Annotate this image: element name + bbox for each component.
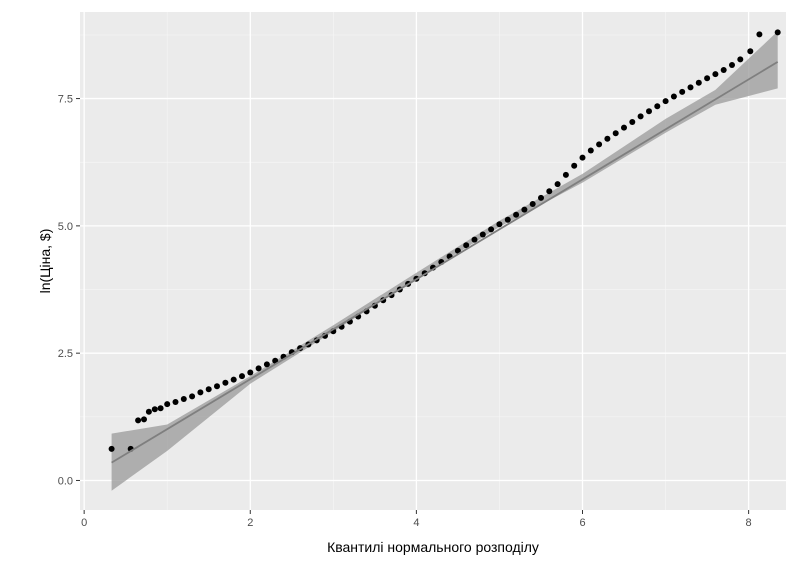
data-point bbox=[521, 206, 528, 213]
data-point bbox=[164, 401, 171, 408]
data-point bbox=[604, 135, 611, 142]
plot-panel bbox=[80, 12, 786, 510]
reference-line bbox=[111, 61, 779, 464]
data-point bbox=[646, 108, 652, 115]
data-point bbox=[679, 88, 686, 95]
data-point bbox=[621, 124, 627, 131]
x-tick-label: 8 bbox=[746, 517, 752, 529]
data-point bbox=[471, 236, 478, 243]
x-tick-label: 4 bbox=[413, 517, 419, 529]
data-point bbox=[695, 79, 702, 86]
data-point bbox=[729, 62, 735, 68]
data-point bbox=[737, 56, 744, 63]
data-point bbox=[670, 93, 677, 100]
data-point bbox=[214, 383, 220, 390]
data-point bbox=[189, 393, 196, 400]
data-point bbox=[587, 147, 594, 154]
x-axis-title: Квантилі нормального розподілу bbox=[327, 539, 539, 555]
data-point bbox=[629, 119, 636, 125]
y-axis-title: ln(Ціна, $) bbox=[37, 229, 53, 294]
data-point bbox=[230, 376, 237, 383]
data-point bbox=[141, 416, 147, 423]
data-point bbox=[247, 369, 254, 376]
data-point bbox=[108, 445, 115, 452]
data-point bbox=[637, 113, 644, 120]
data-point bbox=[496, 221, 503, 228]
data-point bbox=[263, 361, 270, 368]
y-axis: 0.0 2.5 5.0 7.5 bbox=[58, 94, 80, 487]
data-point bbox=[205, 386, 212, 393]
minor-gridlines bbox=[80, 12, 786, 510]
data-point bbox=[571, 162, 578, 169]
data-point bbox=[596, 141, 603, 148]
data-point bbox=[712, 71, 719, 78]
x-tick-label: 0 bbox=[81, 517, 87, 529]
data-point bbox=[463, 242, 470, 249]
confidence-band-layer bbox=[111, 31, 778, 491]
data-point bbox=[538, 194, 544, 201]
y-tick-label: 2.5 bbox=[58, 348, 73, 360]
data-point bbox=[157, 405, 164, 412]
y-tick-label: 7.5 bbox=[58, 94, 73, 106]
data-point bbox=[488, 226, 495, 233]
y-tick-label: 0.0 bbox=[58, 475, 73, 487]
data-point bbox=[529, 201, 536, 207]
data-point bbox=[151, 406, 158, 413]
data-point bbox=[612, 130, 619, 137]
data-point bbox=[687, 84, 694, 91]
data-point bbox=[454, 247, 461, 254]
data-point bbox=[554, 181, 561, 188]
data-point bbox=[145, 408, 152, 415]
data-point bbox=[180, 396, 187, 402]
confidence-band bbox=[111, 31, 778, 491]
data-point bbox=[504, 216, 511, 223]
data-point bbox=[135, 417, 142, 424]
x-axis: 0 2 4 6 8 bbox=[81, 510, 752, 529]
data-point bbox=[579, 154, 586, 161]
reference-line-layer bbox=[111, 61, 779, 464]
data-point bbox=[479, 231, 486, 238]
data-point bbox=[562, 171, 569, 178]
data-point bbox=[255, 365, 262, 372]
data-point bbox=[747, 48, 754, 55]
y-tick-label: 5.0 bbox=[58, 221, 73, 233]
data-point bbox=[197, 389, 204, 396]
data-point bbox=[756, 31, 763, 38]
data-point bbox=[546, 188, 553, 195]
data-point bbox=[654, 103, 661, 110]
data-point bbox=[239, 373, 245, 380]
major-gridlines bbox=[80, 12, 786, 510]
data-point bbox=[662, 98, 669, 105]
x-tick-label: 2 bbox=[247, 517, 253, 529]
data-point bbox=[513, 211, 520, 218]
data-point bbox=[172, 399, 179, 405]
data-point bbox=[704, 75, 711, 82]
data-point bbox=[774, 29, 781, 36]
data-point bbox=[720, 67, 727, 73]
x-tick-label: 6 bbox=[579, 517, 585, 529]
data-point bbox=[222, 379, 229, 386]
